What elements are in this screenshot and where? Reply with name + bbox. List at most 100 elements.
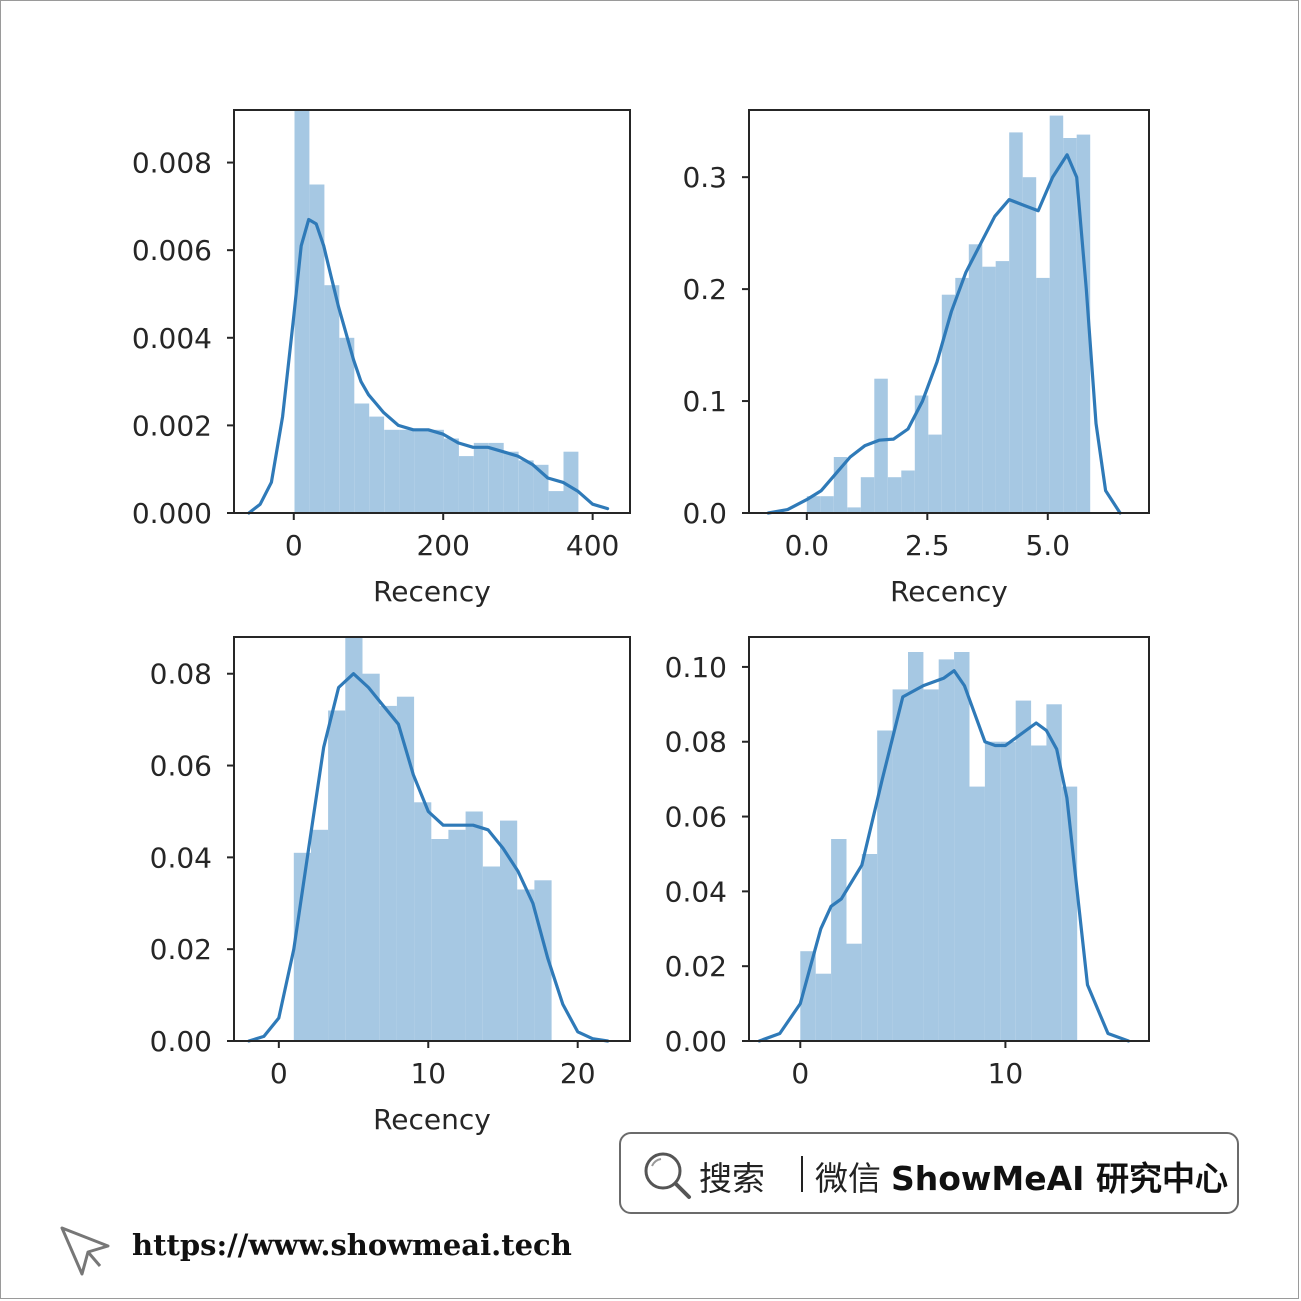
histogram-bar: [892, 689, 908, 1041]
histogram-bar: [563, 451, 579, 513]
histogram-bar: [293, 852, 311, 1041]
histogram-bar: [1046, 704, 1062, 1041]
histogram-bar: [954, 652, 970, 1041]
cursor-arrow-icon: [60, 1226, 110, 1276]
y-tick-label: 0.06: [150, 750, 212, 783]
search-prefix-text: 搜索: [699, 1159, 765, 1198]
histogram-bar: [820, 496, 834, 513]
y-tick-label: 0.02: [665, 950, 727, 983]
y-tick-label: 0.00: [150, 1025, 212, 1058]
y-tick-label: 0.1: [682, 385, 727, 418]
x-axis-label: Recency: [373, 1103, 491, 1136]
kde-line: [247, 217, 610, 515]
separator-bar: [801, 1156, 803, 1192]
histogram-bar: [345, 637, 363, 1041]
histogram-bar: [311, 829, 329, 1041]
histogram-bar: [379, 705, 397, 1041]
histogram-bar: [846, 943, 862, 1041]
histogram-bar: [339, 337, 355, 513]
histogram-bar: [324, 285, 340, 513]
histogram-bar: [1031, 745, 1047, 1041]
search-icon: [644, 1152, 691, 1199]
histogram-bar: [473, 442, 489, 513]
histogram-bar: [1015, 700, 1032, 1041]
x-tick-label: 0: [285, 529, 303, 562]
histogram-bar: [503, 451, 519, 513]
x-tick-label: 0: [270, 1057, 288, 1090]
histogram-bar: [518, 460, 534, 513]
histogram-bar: [517, 889, 535, 1041]
axes-frame: [233, 109, 631, 514]
histogram-bar: [1036, 277, 1050, 513]
chart-panel-1: 0 200 400 0.000 0.002 0.004 0.006 0.008 Recency: [132, 109, 631, 608]
y-tick-label: 0.10: [665, 651, 727, 684]
histogram-bar: [923, 689, 939, 1041]
histogram-bar: [548, 491, 564, 513]
histogram-bar: [482, 866, 500, 1041]
histogram-bar: [877, 730, 893, 1041]
x-tick-label: 20: [560, 1057, 596, 1090]
histogram-bar: [448, 829, 466, 1041]
histogram-bar: [969, 786, 985, 1041]
histogram-bar: [1063, 138, 1077, 513]
y-tick-label: 0.2: [682, 273, 727, 306]
histogram-bar: [384, 429, 400, 513]
histogram-bar: [414, 802, 432, 1041]
chart-panel-4: 0 10 0.00 0.02 0.04 0.06 0.08 0.10: [665, 636, 1150, 1090]
histogram-bar: [831, 839, 847, 1041]
histogram-bar: [429, 429, 444, 513]
histogram-bar: [465, 811, 483, 1041]
website-url[interactable]: https://www.showmeai.tech: [132, 1228, 572, 1262]
y-tick-label: 0.002: [132, 409, 212, 442]
histogram-bar: [984, 741, 1001, 1041]
y-tick-label: 0.04: [150, 841, 212, 874]
histogram-bar: [488, 442, 504, 513]
axes-frame: [233, 636, 631, 1042]
histogram-bar: [500, 820, 518, 1041]
kde-line: [766, 153, 1122, 515]
histogram-bar: [806, 496, 821, 513]
x-tick-label: 5.0: [1026, 529, 1071, 562]
histogram-bar: [968, 244, 983, 514]
kde-line: [247, 672, 610, 1043]
histogram-bar: [887, 477, 902, 513]
histogram-bar: [995, 261, 1010, 513]
x-tick-label: 2.5: [905, 529, 950, 562]
histogram-bar: [938, 659, 955, 1041]
histogram-bar: [444, 438, 459, 513]
histogram-bar: [833, 457, 848, 513]
histogram-bar: [1022, 177, 1037, 513]
y-tick-label: 0.004: [132, 322, 212, 355]
histogram-bar: [294, 110, 310, 513]
histogram-bar: [800, 951, 816, 1041]
x-tick-label: 400: [566, 529, 619, 562]
histogram-bar: [369, 416, 385, 513]
y-tick-label: 0.02: [150, 933, 212, 966]
chart-panel-3: 0 10 20 0.00 0.02 0.04 0.06 0.08 Recency: [150, 636, 631, 1136]
search-channel-text: 微信: [815, 1159, 881, 1198]
histogram-bar: [399, 429, 414, 513]
y-tick-label: 0.0: [682, 497, 727, 530]
histogram-bar: [914, 395, 929, 513]
histogram-bar: [1049, 115, 1064, 513]
histogram-bar: [982, 266, 996, 513]
histogram-bar: [309, 184, 325, 513]
x-tick-label: 0: [791, 1057, 809, 1090]
y-tick-label: 0.008: [132, 147, 212, 180]
histogram-bar: [908, 652, 924, 1041]
brand-name: ShowMeAI 研究中心: [891, 1159, 1228, 1198]
histogram-bar: [901, 470, 915, 513]
x-axis-label: Recency: [890, 575, 1008, 608]
x-tick-label: 10: [988, 1057, 1024, 1090]
histogram-bar: [328, 710, 346, 1041]
y-tick-label: 0.000: [132, 497, 212, 530]
histogram-bar: [362, 673, 380, 1041]
histogram-bar: [861, 854, 878, 1041]
axes-frame: [748, 636, 1150, 1042]
x-tick-label: 200: [416, 529, 469, 562]
kde-line: [757, 669, 1131, 1043]
histogram-bar: [1009, 132, 1023, 513]
histogram-bar: [354, 403, 370, 513]
histogram-bar: [396, 696, 415, 1041]
